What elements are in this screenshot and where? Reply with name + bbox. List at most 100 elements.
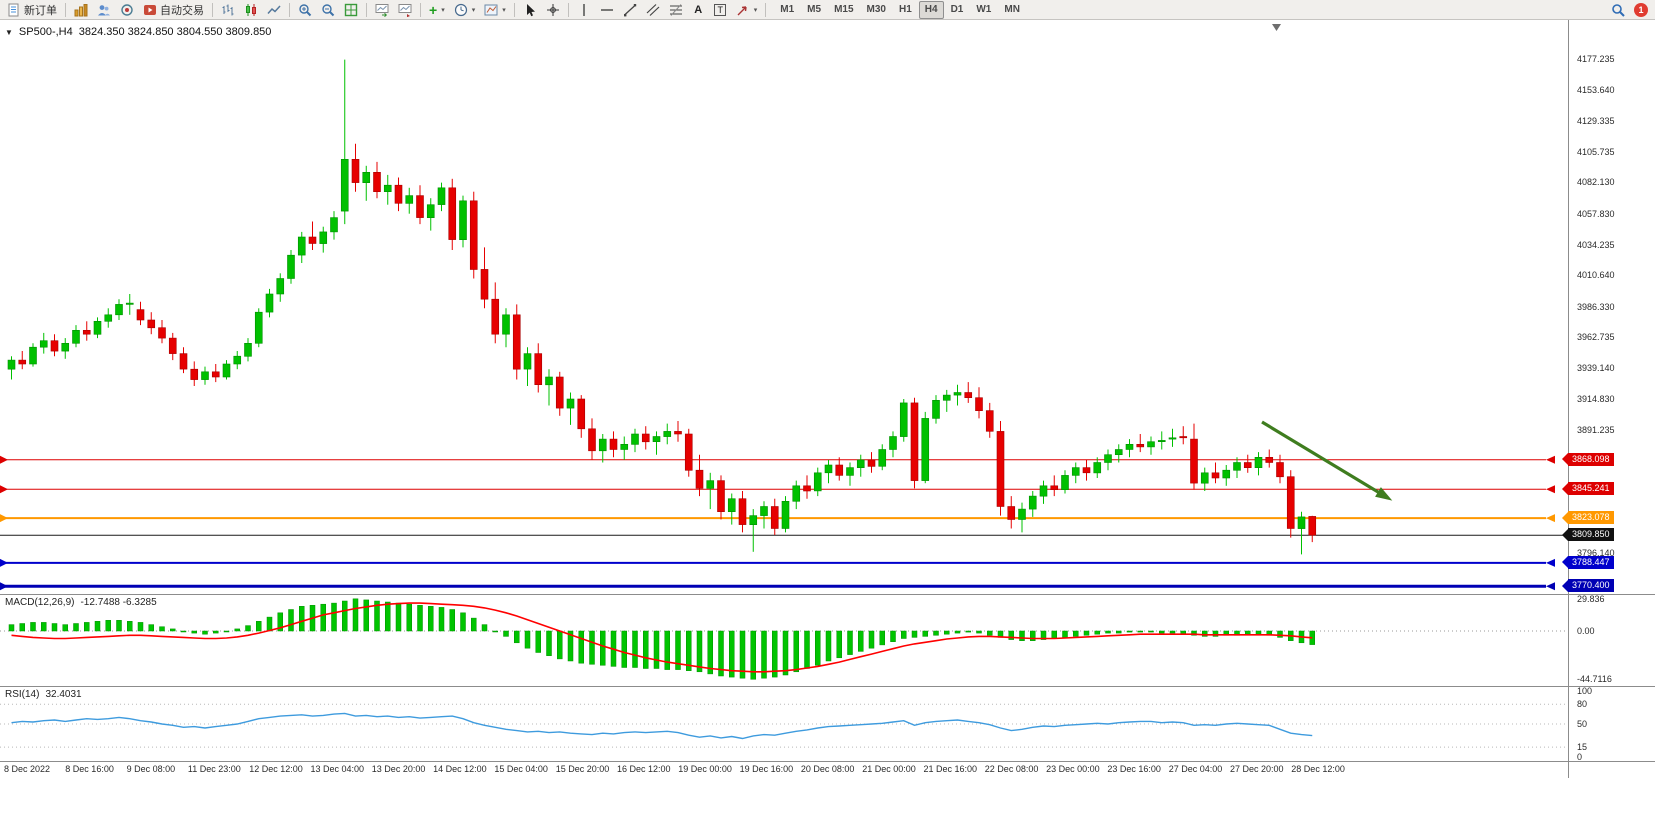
add-indicator-button[interactable]: + ▾ <box>425 1 449 19</box>
candle-body <box>1190 438 1198 484</box>
macd-histogram-bar <box>1245 630 1251 635</box>
level-left-marker <box>0 582 8 591</box>
timeframe-mn-button[interactable]: MN <box>998 1 1026 19</box>
candle-body <box>555 376 564 409</box>
macd-histogram-bar <box>600 630 606 666</box>
crosshair-button[interactable] <box>542 1 564 19</box>
candle-body <box>846 467 854 476</box>
arrows-button[interactable]: ▾ <box>732 1 762 19</box>
timeframe-m30-button[interactable]: M30 <box>861 1 892 19</box>
chart-dropdown-icon[interactable]: ▼ <box>5 27 13 37</box>
market-record-button[interactable] <box>116 1 138 19</box>
macd-histogram-bar <box>589 630 595 665</box>
rsi-indicator-value: 32.4031 <box>45 689 82 700</box>
macd-histogram-bar <box>653 630 660 669</box>
trend-arrow[interactable] <box>1261 420 1389 500</box>
cursor-button[interactable] <box>519 1 541 19</box>
profiles-button[interactable] <box>93 1 115 19</box>
vertical-line-button[interactable] <box>573 1 595 19</box>
macd-histogram-bar <box>1062 630 1068 638</box>
timeframe-m5-button[interactable]: M5 <box>801 1 827 19</box>
pane-separator[interactable] <box>0 594 1655 595</box>
pane-separator[interactable] <box>0 686 1655 687</box>
macd-histogram-bar <box>815 630 821 666</box>
auto-scroll-button[interactable] <box>371 1 393 19</box>
candle-body <box>534 353 543 386</box>
macd-histogram-bar <box>1126 630 1133 633</box>
channel-button[interactable] <box>642 1 664 19</box>
channel-icon <box>646 3 660 16</box>
candle-body <box>674 431 682 435</box>
macd-histogram-bar <box>524 630 531 649</box>
candle-body <box>792 485 801 502</box>
macd-histogram-bar <box>535 630 541 653</box>
level-right-marker <box>1546 582 1555 591</box>
price-axis-label: 4105.735 <box>1577 146 1615 157</box>
timeframe-group: M1 M5 M15 M30 H1 H4 D1 W1 MN <box>774 0 1026 19</box>
candle-body <box>663 431 672 437</box>
timeframe-w1-button[interactable]: W1 <box>970 1 997 19</box>
macd-histogram-bar <box>901 630 907 639</box>
pane-separator[interactable] <box>0 761 1655 762</box>
candle-body <box>760 506 768 516</box>
macd-histogram-bar <box>772 630 778 678</box>
macd-histogram-bar <box>557 630 563 660</box>
template-button[interactable]: ▾ <box>480 1 510 19</box>
tile-windows-button[interactable] <box>340 1 362 19</box>
candle-body <box>512 314 521 370</box>
zoom-out-button[interactable] <box>317 1 339 19</box>
candle-body <box>598 438 607 452</box>
macd-histogram-bar <box>503 630 509 637</box>
timeframe-m1-button[interactable]: M1 <box>774 1 800 19</box>
price-axis[interactable]: 4177.235 4153.640 4129.335 4105.735 4082.130… <box>1562 0 1655 823</box>
macd-histogram-bar <box>417 605 423 632</box>
text-label-button[interactable]: T <box>710 1 731 19</box>
price-axis-label: 4010.640 <box>1577 270 1615 281</box>
timeframe-m15-button[interactable]: M15 <box>828 1 859 19</box>
time-axis[interactable]: 8 Dec 2022 8 Dec 16:00 9 Dec 08:00 11 Dec 2… <box>0 762 1568 778</box>
candle-body <box>93 320 102 335</box>
timeframe-d1-button[interactable]: D1 <box>945 1 970 19</box>
timeframe-h4-button[interactable]: H4 <box>918 0 944 19</box>
candle-body <box>1286 476 1295 529</box>
trendline-icon <box>623 3 636 16</box>
macd-histogram-bar <box>696 630 703 673</box>
chart-shift-button[interactable] <box>394 1 416 19</box>
macd-histogram-bar <box>1148 630 1154 633</box>
candle-body <box>641 433 650 443</box>
candle-body <box>889 436 897 450</box>
text-button[interactable]: A <box>688 1 709 19</box>
chart-shift-marker[interactable] <box>1272 24 1281 31</box>
new-order-button[interactable]: 新订单 <box>3 1 61 19</box>
charts-button[interactable] <box>70 1 92 19</box>
candle-body <box>383 184 392 192</box>
price-axis-label: 3986.330 <box>1577 301 1615 312</box>
candle-body <box>1276 462 1284 478</box>
search-button[interactable] <box>1607 1 1629 19</box>
bar-chart-button[interactable] <box>217 1 239 19</box>
periods-button[interactable]: ▾ <box>450 1 480 19</box>
timeframe-h1-button[interactable]: H1 <box>893 1 918 19</box>
macd-histogram-bar <box>825 630 832 662</box>
zoom-in-button[interactable] <box>294 1 316 19</box>
notification-badge[interactable]: 1 <box>1634 2 1648 17</box>
candlestick-chart-button[interactable] <box>240 1 262 19</box>
time-axis-label: 11 Dec 23:00 <box>187 764 241 774</box>
fibonacci-button[interactable] <box>665 1 687 19</box>
rsi-line <box>11 712 1313 740</box>
candle-body <box>394 184 403 204</box>
line-chart-button[interactable] <box>263 1 285 19</box>
macd-pane[interactable] <box>0 595 1568 687</box>
trendline-button[interactable] <box>619 1 641 19</box>
macd-histogram-bar <box>363 599 369 632</box>
text-tool-icon: A <box>694 3 703 16</box>
horizontal-line-button[interactable] <box>596 1 618 19</box>
rsi-pane[interactable] <box>0 687 1568 762</box>
auto-trading-button[interactable]: 自动交易 <box>139 1 208 19</box>
macd-histogram-bar <box>41 622 47 632</box>
candle-body <box>480 269 489 300</box>
add-indicator-icon: + <box>429 1 438 18</box>
macd-histogram-bar <box>105 620 111 632</box>
main-chart-pane[interactable] <box>0 20 1568 594</box>
candle-body <box>878 449 887 467</box>
